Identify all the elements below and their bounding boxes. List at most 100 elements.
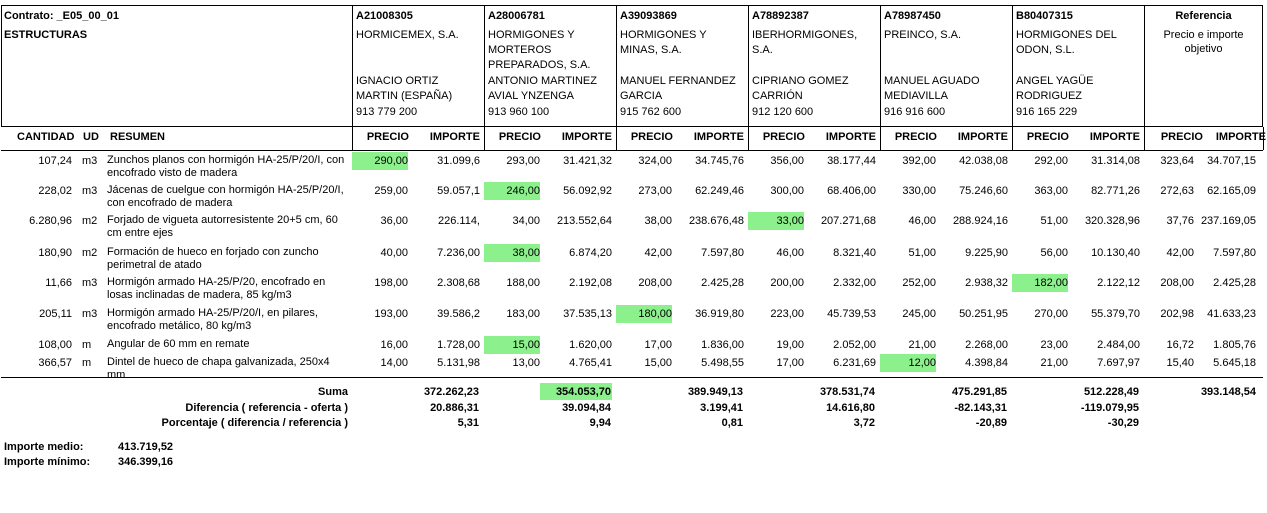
- bid-importe: 4.765,41: [569, 357, 612, 369]
- bid-precio: 12,00: [908, 357, 936, 369]
- bid-importe: 42.038,08: [959, 155, 1008, 167]
- bid-importe: 7.697,97: [1097, 357, 1140, 369]
- best-price-highlight: [1012, 274, 1068, 292]
- row-qty: 228,02: [38, 185, 72, 197]
- bidder-contact: IGNACIO ORTIZ MARTIN (ESPAÑA): [356, 75, 453, 102]
- bid-importe: 9.225,90: [965, 247, 1008, 259]
- col-precio: PRECIO: [762, 131, 805, 143]
- bid-importe: 288.924,16: [952, 215, 1008, 227]
- ref-importe: 7.597,80: [1213, 247, 1256, 259]
- porcentaje-value: -30,29: [1107, 417, 1139, 429]
- column-separator: [880, 127, 881, 150]
- bid-precio: 188,00: [506, 277, 540, 289]
- ref-precio: 42,00: [1166, 247, 1194, 259]
- ref-importe: 41.633,23: [1207, 308, 1256, 320]
- header-cell-bidder: [484, 5, 616, 127]
- best-price-highlight: [352, 152, 408, 170]
- importe-minimo-value: 346.399,16: [118, 456, 174, 468]
- bid-importe: 238.676,48: [688, 215, 744, 227]
- column-separator: [1263, 127, 1264, 150]
- best-price-highlight: [616, 305, 672, 323]
- bidder-phone: 913 779 200: [356, 106, 418, 118]
- bid-importe: 7.597,80: [701, 247, 744, 259]
- header-cell-reference: [1144, 5, 1263, 127]
- bid-precio: 300,00: [770, 185, 804, 197]
- bid-importe: 8.321,40: [833, 247, 876, 259]
- bid-importe: 2.332,00: [833, 277, 876, 289]
- porcentaje-value: 5,31: [457, 417, 479, 429]
- bid-importe: 36.919,80: [695, 308, 744, 320]
- bid-importe: 37.535,13: [563, 308, 612, 320]
- bid-importe: 5.498,55: [701, 357, 744, 369]
- porcentaje-value: 9,94: [589, 417, 611, 429]
- bid-importe: 45.739,53: [827, 308, 876, 320]
- row-qty: 180,90: [38, 247, 72, 259]
- best-total-highlight: [540, 383, 612, 400]
- diferencia-value: -119.079,95: [1080, 402, 1139, 414]
- bid-precio: 198,00: [374, 277, 408, 289]
- header-cell-bidder: [352, 5, 484, 127]
- bidder-company: HORMIGONES Y MORTEROS PREPARADOS, S.A.: [488, 29, 591, 71]
- bid-precio: 56,00: [1040, 247, 1068, 259]
- col-precio: PRECIO: [366, 131, 409, 143]
- row-qty: 366,57: [38, 357, 72, 369]
- header-cell-bidder: [616, 5, 748, 127]
- col-precio: PRECIO: [1026, 131, 1069, 143]
- row-qty: 11,66: [45, 277, 72, 289]
- totals-divider: [1, 377, 1263, 378]
- row-desc: Jácenas de cuelgue con hormigón HA-25/P/…: [107, 184, 344, 209]
- column-separator: [616, 127, 617, 150]
- bidder-cif: A39093869: [620, 10, 677, 22]
- bid-precio: 208,00: [638, 277, 672, 289]
- bidder-company: HORMIGONES Y MINAS, S.A.: [620, 29, 707, 56]
- col-importe: IMPORTE: [1089, 131, 1140, 143]
- row-desc: Hormigón armado HA-25/P/20, encofrado en…: [107, 276, 326, 301]
- bidder-phone: 915 762 600: [620, 106, 682, 118]
- bid-importe: 59.057,1: [437, 185, 480, 197]
- ref-precio: 16,72: [1166, 339, 1194, 351]
- section-title: ESTRUCTURAS: [4, 29, 88, 41]
- row-ud: m3: [82, 277, 98, 289]
- bid-precio: 21,00: [1040, 357, 1068, 369]
- col-resumen: RESUMEN: [110, 131, 166, 143]
- col-ud: UD: [83, 131, 99, 143]
- ref-precio: 272,63: [1160, 185, 1194, 197]
- column-separator: [484, 127, 485, 150]
- row-desc: Forjado de vigueta autorresistente 20+5 …: [107, 214, 338, 239]
- bid-precio: 15,00: [644, 357, 672, 369]
- bid-precio: 13,00: [512, 357, 540, 369]
- bid-precio: 51,00: [908, 247, 936, 259]
- bid-precio: 245,00: [902, 308, 936, 320]
- bidder-phone: 916 165 229: [1016, 106, 1078, 118]
- bidder-contact: MANUEL AGUADO MEDIAVILLA: [884, 75, 980, 102]
- bid-importe: 34.745,76: [695, 155, 744, 167]
- bidder-cif: B80407315: [1016, 10, 1073, 22]
- diferencia-value: 39.094,84: [562, 402, 611, 414]
- ref-importe: 1.805,76: [1213, 339, 1256, 351]
- bid-precio: 223,00: [770, 308, 804, 320]
- best-price-highlight: [484, 182, 540, 200]
- col-importe: IMPORTE: [825, 131, 876, 143]
- bid-precio: 16,00: [380, 339, 408, 351]
- best-price-highlight: [484, 244, 540, 262]
- best-price-highlight: [880, 354, 936, 372]
- ref-importe: 2.425,28: [1213, 277, 1256, 289]
- bid-precio: 38,00: [512, 247, 540, 259]
- bid-importe: 213.552,64: [556, 215, 612, 227]
- bid-importe: 2.052,00: [833, 339, 876, 351]
- ref-importe: 237.169,05: [1200, 215, 1256, 227]
- porcentaje-value: -20,89: [975, 417, 1007, 429]
- suma-value: 389.949,13: [687, 386, 743, 398]
- importe-medio-value: 413.719,52: [118, 441, 174, 453]
- bid-importe: 62.249,46: [695, 185, 744, 197]
- row-ud: m: [82, 357, 92, 369]
- bid-precio: 270,00: [1034, 308, 1068, 320]
- col-precio: PRECIO: [630, 131, 673, 143]
- bid-precio: 46,00: [776, 247, 804, 259]
- row-qty: 205,11: [39, 308, 72, 320]
- row-ud: m: [82, 339, 92, 351]
- bid-importe: 55.379,70: [1091, 308, 1140, 320]
- bid-importe: 5.131,98: [437, 357, 480, 369]
- bid-importe: 2.425,28: [701, 277, 744, 289]
- bid-precio: 36,00: [380, 215, 408, 227]
